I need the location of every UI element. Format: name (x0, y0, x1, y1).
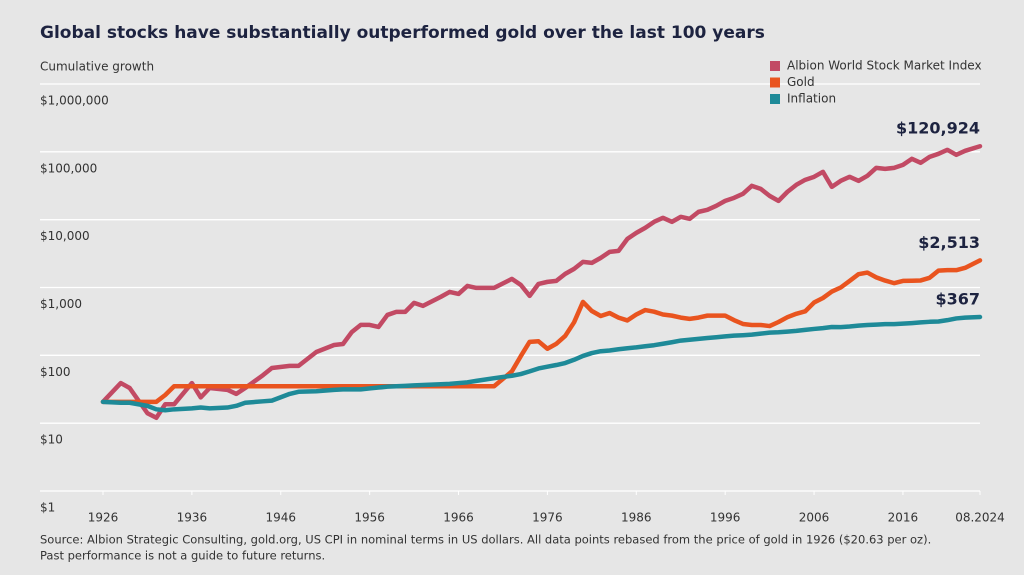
y-tick-label: $100 (40, 365, 71, 379)
x-tick-label: 08.2024 (955, 511, 1005, 525)
y-tick-label: $1,000,000 (40, 94, 109, 108)
legend-swatch (770, 94, 780, 104)
x-tick-label: 1976 (532, 511, 563, 525)
x-tick-label: 1936 (177, 511, 208, 525)
x-tick-label: 2016 (888, 511, 919, 525)
x-tick-label: 1956 (354, 511, 385, 525)
source-note: Source: Albion Strategic Consulting, gol… (40, 533, 931, 547)
y-tick-label: $100,000 (40, 161, 97, 175)
source-note: Past performance is not a guide to futur… (40, 549, 325, 563)
y-tick-label: $10 (40, 433, 63, 447)
end-value-label: $2,513 (918, 233, 980, 252)
y-axis-label: Cumulative growth (40, 60, 154, 74)
chart-title: Global stocks have substantially outperf… (40, 23, 765, 43)
x-tick-label: 1996 (710, 511, 741, 525)
series-line (100, 258, 983, 405)
series-line (100, 143, 983, 421)
y-tick-label: $10,000 (40, 229, 90, 243)
x-tick-label: 1946 (265, 511, 296, 525)
y-tick-label: $1,000 (40, 297, 82, 311)
end-value-label: $367 (935, 290, 980, 309)
legend-swatch (770, 61, 780, 71)
x-tick-label: 1966 (443, 511, 474, 525)
x-tick-label: 2006 (799, 511, 830, 525)
legend-swatch (770, 77, 780, 88)
legend-label: Albion World Stock Market Index (787, 59, 982, 73)
x-tick-label: 1926 (88, 511, 119, 525)
y-tick-label: $1 (40, 501, 55, 515)
end-value-label: $120,924 (896, 119, 980, 138)
legend-label: Inflation (787, 92, 836, 106)
legend-label: Gold (787, 75, 815, 89)
x-tick-label: 1986 (621, 511, 652, 525)
series-line (100, 314, 983, 413)
